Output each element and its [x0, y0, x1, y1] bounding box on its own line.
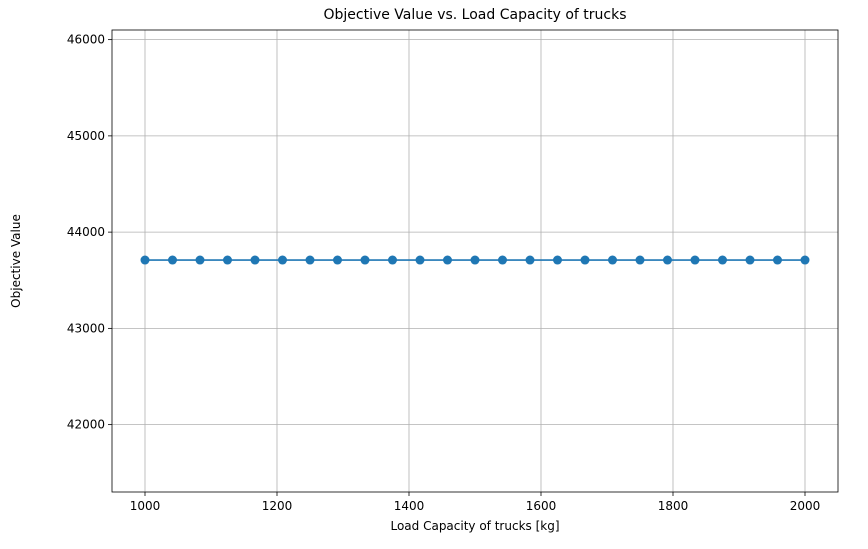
data-point — [277, 255, 287, 265]
x-tick-label: 1200 — [262, 499, 293, 513]
data-point — [168, 255, 178, 265]
y-tick-label: 45000 — [67, 129, 105, 143]
series-layer — [140, 255, 810, 265]
data-point — [388, 255, 397, 265]
data-point — [553, 255, 562, 265]
data-point — [580, 255, 590, 265]
data-point — [800, 255, 810, 265]
data-point — [360, 255, 370, 265]
data-point — [718, 255, 727, 265]
data-point — [498, 255, 508, 265]
y-tick-label: 44000 — [67, 225, 105, 239]
data-point — [305, 255, 315, 265]
data-point — [250, 255, 260, 265]
x-tick-label: 1000 — [130, 499, 161, 513]
data-point — [442, 255, 452, 265]
data-point — [223, 255, 232, 265]
chart-title: Objective Value vs. Load Capacity of tru… — [323, 7, 626, 23]
x-axis-label: Load Capacity of trucks [kg] — [390, 519, 559, 533]
data-point — [140, 255, 150, 265]
data-point — [772, 255, 782, 265]
data-point — [470, 255, 480, 265]
data-point — [745, 255, 755, 265]
data-point — [195, 255, 205, 265]
data-point — [525, 255, 535, 265]
plot-frame — [111, 29, 839, 493]
x-tick-label: 1600 — [526, 499, 557, 513]
x-tick-label: 1400 — [394, 499, 425, 513]
x-tick-label: 1800 — [658, 499, 689, 513]
data-point — [663, 255, 673, 265]
data-point — [607, 255, 617, 265]
axis-ticks: 1000 1200 1400 1600 1800 2000 42000 43000 44000 4… — [67, 33, 820, 513]
data-point — [415, 255, 425, 265]
x-tick-label: 2000 — [790, 499, 821, 513]
y-axis-label: Objective Value — [9, 214, 23, 308]
y-tick-label: 43000 — [67, 321, 105, 335]
y-tick-label: 46000 — [67, 33, 105, 47]
data-point — [690, 255, 700, 265]
y-tick-label: 42000 — [67, 418, 105, 432]
data-point — [333, 255, 343, 265]
data-point — [635, 255, 645, 265]
